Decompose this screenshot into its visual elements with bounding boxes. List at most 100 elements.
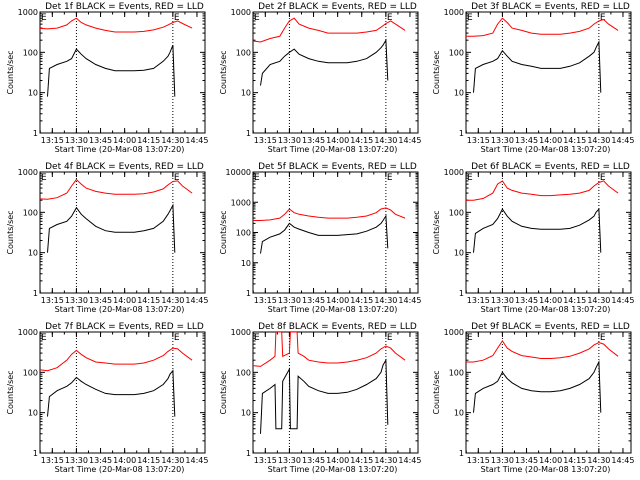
x-tick-label: 14:00	[113, 136, 136, 145]
chart-title: Det 1f BLACK = Events, RED = LLD	[45, 2, 204, 12]
plot-frame	[252, 11, 419, 134]
x-tick-label: 14:45	[398, 136, 421, 145]
x-tick-label: 14:45	[611, 456, 634, 465]
x-tick-label: 14:15	[350, 456, 373, 465]
x-tick-label: 14:30	[161, 296, 184, 305]
y-axis-label: Counts/sec	[6, 50, 15, 94]
x-tick-label: 14:15	[350, 296, 373, 305]
e-tag-left: E	[254, 173, 260, 183]
x-tick-label: 13:30	[65, 456, 88, 465]
plot-frame	[465, 331, 632, 454]
series-lld-line	[466, 339, 619, 363]
x-tick-label: 13:30	[491, 456, 514, 465]
e-tag-right: E	[387, 13, 393, 23]
x-tick-label: 14:30	[374, 296, 397, 305]
y-tick-label: 1	[459, 289, 464, 298]
chart-panel-3: Det 3f BLACK = Events, RED = LLD 1 10 100 10…	[432, 2, 634, 154]
x-tick-label: 14:15	[350, 136, 373, 145]
y-axis-label: Counts/sec	[6, 210, 15, 254]
x-tick-label: 13:15	[254, 296, 277, 305]
chart-panel-7: Det 7f BLACK = Events, RED = LLD 1 10 100 10…	[6, 322, 208, 474]
y-tick-label: 10	[454, 249, 464, 258]
y-tick-label: 100	[449, 48, 464, 57]
series-lld-line	[466, 17, 619, 37]
x-tick-label: 13:15	[467, 456, 490, 465]
e-tag-right: E	[387, 333, 393, 343]
series-lld-line	[253, 17, 406, 43]
x-tick-label: 14:45	[185, 136, 208, 145]
y-tick-label: 10	[454, 89, 464, 98]
x-tick-label: 14:45	[185, 296, 208, 305]
x-tick-label: 13:30	[65, 136, 88, 145]
y-tick-label: 100	[449, 208, 464, 217]
plot-frame	[252, 331, 419, 454]
y-tick-label: 100	[449, 368, 464, 377]
x-tick-label: 13:45	[515, 296, 538, 305]
y-tick-label: 10	[454, 409, 464, 418]
y-tick-label: 10	[241, 409, 251, 418]
e-tag-right: E	[600, 333, 606, 343]
plot-frame	[39, 331, 206, 454]
chart-panel-8: Det 8f BLACK = Events, RED = LLD 1 10 100 10…	[219, 322, 421, 474]
y-tick-label: 1000	[231, 328, 251, 337]
chart-panel-2: Det 2f BLACK = Events, RED = LLD 1 10 100 10…	[219, 2, 421, 154]
x-tick-label: 14:00	[539, 456, 562, 465]
x-axis-label: Start Time (20-Mar-08 13:07:20)	[55, 465, 185, 474]
e-tag-right: E	[174, 333, 180, 343]
x-tick-label: 13:45	[89, 136, 112, 145]
y-axis-label: Counts/sec	[219, 210, 228, 254]
series-events-line	[47, 203, 176, 253]
plot-frame	[465, 171, 632, 294]
series-events-line	[47, 45, 176, 97]
x-axis-label: Start Time (20-Mar-08 13:07:20)	[55, 305, 185, 314]
chart-title: Det 5f BLACK = Events, RED = LLD	[258, 162, 417, 172]
x-axis-label: Start Time (20-Mar-08 13:07:20)	[481, 465, 611, 474]
y-tick-label: 1000	[444, 168, 464, 177]
x-tick-label: 13:30	[278, 296, 301, 305]
series-lld-line	[40, 347, 193, 372]
chart-panel-9: Det 9f BLACK = Events, RED = LLD 1 10 100 10…	[432, 322, 634, 474]
x-tick-label: 14:15	[137, 296, 160, 305]
y-tick-label: 1000	[444, 328, 464, 337]
chart-title: Det 9f BLACK = Events, RED = LLD	[471, 322, 630, 332]
chart-panel-5: Det 5f BLACK = Events, RED = LLD 1 10 100 10…	[219, 162, 421, 314]
x-tick-label: 14:45	[611, 296, 634, 305]
x-tick-label: 14:45	[398, 296, 421, 305]
y-axis-label: Counts/sec	[219, 370, 228, 414]
e-tag-right: E	[174, 13, 180, 23]
x-tick-label: 14:00	[326, 136, 349, 145]
x-tick-label: 14:15	[137, 136, 160, 145]
chart-title: Det 3f BLACK = Events, RED = LLD	[471, 2, 630, 12]
series-events-line	[473, 207, 602, 253]
y-tick-label: 1000	[444, 8, 464, 17]
x-tick-label: 14:30	[161, 136, 184, 145]
e-tag-left: E	[41, 173, 47, 183]
x-tick-label: 13:30	[491, 296, 514, 305]
y-tick-label: 10	[241, 89, 251, 98]
x-tick-label: 13:45	[302, 296, 325, 305]
x-tick-label: 14:30	[587, 456, 610, 465]
x-axis-label: Start Time (20-Mar-08 13:07:20)	[268, 465, 398, 474]
x-tick-label: 14:15	[563, 456, 586, 465]
x-tick-label: 13:15	[467, 296, 490, 305]
y-tick-label: 1	[246, 289, 251, 298]
y-axis-label: Counts/sec	[432, 370, 441, 414]
y-tick-label: 10000	[226, 168, 251, 177]
e-tag-left: E	[467, 173, 473, 183]
y-tick-label: 1	[33, 129, 38, 138]
y-tick-label: 100	[236, 48, 251, 57]
x-tick-label: 14:00	[539, 136, 562, 145]
y-tick-label: 1	[459, 129, 464, 138]
y-tick-label: 1	[33, 289, 38, 298]
plot-frame	[39, 11, 206, 134]
y-tick-label: 100	[23, 368, 38, 377]
x-tick-label: 14:00	[113, 456, 136, 465]
series-lld-line	[253, 207, 406, 221]
e-tag-left: E	[467, 13, 473, 23]
series-events-line	[47, 369, 176, 417]
x-tick-label: 13:45	[89, 296, 112, 305]
x-tick-label: 14:00	[113, 296, 136, 305]
e-tag-left: E	[467, 333, 473, 343]
x-axis-label: Start Time (20-Mar-08 13:07:20)	[268, 305, 398, 314]
